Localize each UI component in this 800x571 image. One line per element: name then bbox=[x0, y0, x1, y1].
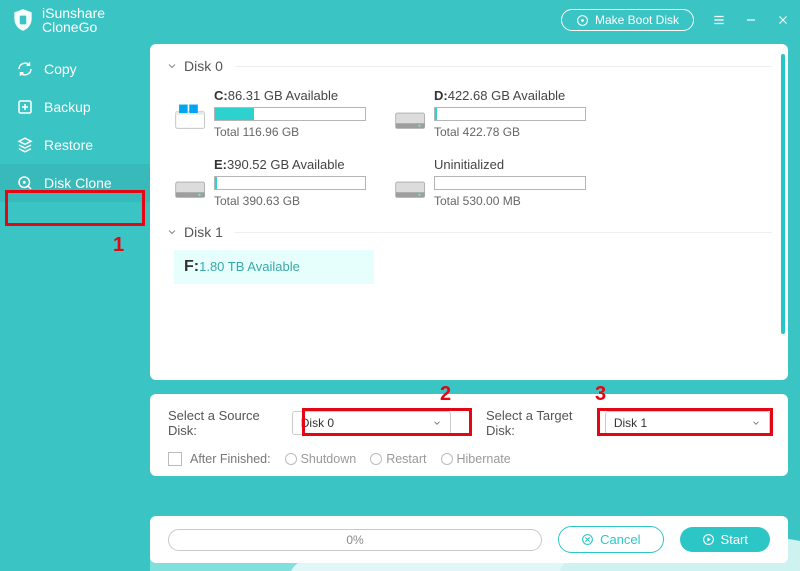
disk1-header[interactable]: Disk 1 bbox=[166, 220, 772, 244]
sidebar-item-restore[interactable]: Restore bbox=[0, 126, 150, 164]
radio-hibernate[interactable]: Hibernate bbox=[441, 452, 511, 466]
source-disk-value: Disk 0 bbox=[301, 416, 334, 430]
partition-d[interactable]: D:422.68 GB Available Total 422.78 GB bbox=[394, 88, 586, 139]
cancel-button[interactable]: Cancel bbox=[558, 526, 663, 553]
part-d-avail: 422.68 GB Available bbox=[448, 88, 566, 103]
target-disk-dropdown[interactable]: Disk 1 bbox=[605, 411, 770, 435]
part-f-letter: F: bbox=[184, 258, 199, 275]
menu-icon[interactable] bbox=[712, 13, 726, 27]
app-logo: iSunshare CloneGo bbox=[10, 6, 105, 34]
part-f-avail: 1.80 TB Available bbox=[199, 259, 300, 274]
part-c-avail: 86.31 GB Available bbox=[228, 88, 338, 103]
partition-c[interactable]: C:86.31 GB Available Total 116.96 GB bbox=[174, 88, 366, 139]
disk0-label: Disk 0 bbox=[184, 58, 223, 74]
close-icon[interactable] bbox=[776, 13, 790, 27]
disk1-label: Disk 1 bbox=[184, 224, 223, 240]
part-uninit-total: Total 530.00 MB bbox=[434, 194, 586, 208]
partition-f[interactable]: F:1.80 TB Available bbox=[174, 250, 374, 284]
sidebar-item-disk-clone[interactable]: Disk Clone bbox=[0, 164, 150, 202]
progress-text: 0% bbox=[346, 533, 363, 547]
disk0-partitions: C:86.31 GB Available Total 116.96 GB D:4… bbox=[174, 88, 772, 208]
part-d-letter: D: bbox=[434, 88, 448, 103]
chevron-down-icon bbox=[166, 60, 178, 72]
hdd-icon bbox=[394, 173, 428, 203]
hdd-icon bbox=[174, 173, 208, 203]
part-uninit-name: Uninitialized bbox=[434, 157, 504, 172]
make-boot-disk-button[interactable]: Make Boot Disk bbox=[561, 9, 694, 31]
windows-drive-icon bbox=[174, 104, 208, 134]
start-button[interactable]: Start bbox=[680, 527, 770, 552]
disk-list-panel: Disk 0 C:86.31 GB Available Total 116.96… bbox=[150, 44, 788, 380]
disc-icon bbox=[576, 14, 589, 27]
sidebar-label-disk-clone: Disk Clone bbox=[44, 175, 112, 191]
target-label: Select a Target Disk: bbox=[486, 408, 597, 438]
radio-restart[interactable]: Restart bbox=[370, 452, 426, 466]
action-panel: 0% Cancel Start bbox=[150, 516, 788, 563]
radio-shutdown-label: Shutdown bbox=[301, 452, 357, 466]
title-bar: iSunshare CloneGo Make Boot Disk bbox=[0, 0, 800, 40]
sidebar-label-backup: Backup bbox=[44, 99, 91, 115]
partition-uninitialized[interactable]: Uninitialized Total 530.00 MB bbox=[394, 157, 586, 208]
chevron-down-icon bbox=[751, 418, 761, 428]
part-e-letter: E: bbox=[214, 157, 227, 172]
play-icon bbox=[702, 533, 715, 546]
after-finished-label: After Finished: bbox=[190, 452, 271, 466]
part-c-letter: C: bbox=[214, 88, 228, 103]
source-label: Select a Source Disk: bbox=[168, 408, 284, 438]
part-e-bar bbox=[214, 176, 366, 190]
disk0-header[interactable]: Disk 0 bbox=[166, 54, 772, 78]
refresh-icon bbox=[16, 60, 34, 78]
cancel-label: Cancel bbox=[600, 532, 640, 547]
sidebar-item-copy[interactable]: Copy bbox=[0, 50, 150, 88]
part-e-avail: 390.52 GB Available bbox=[227, 157, 345, 172]
sidebar-item-backup[interactable]: Backup bbox=[0, 88, 150, 126]
make-boot-disk-label: Make Boot Disk bbox=[595, 13, 679, 27]
partition-e[interactable]: E:390.52 GB Available Total 390.63 GB bbox=[174, 157, 366, 208]
part-d-bar bbox=[434, 107, 586, 121]
sidebar: Copy Backup Restore Disk Clone bbox=[0, 40, 150, 571]
minimize-icon[interactable] bbox=[744, 13, 758, 27]
chevron-down-icon bbox=[432, 418, 442, 428]
part-c-total: Total 116.96 GB bbox=[214, 125, 366, 139]
target-disk-value: Disk 1 bbox=[614, 416, 647, 430]
scrollbar[interactable] bbox=[781, 54, 785, 334]
hdd-icon bbox=[394, 104, 428, 134]
sidebar-label-copy: Copy bbox=[44, 61, 77, 77]
sidebar-label-restore: Restore bbox=[44, 137, 93, 153]
radio-restart-label: Restart bbox=[386, 452, 426, 466]
app-name-2: CloneGo bbox=[42, 20, 105, 34]
part-c-bar bbox=[214, 107, 366, 121]
radio-shutdown[interactable]: Shutdown bbox=[285, 452, 357, 466]
after-finished-checkbox[interactable] bbox=[168, 452, 182, 466]
progress-bar: 0% bbox=[168, 529, 542, 551]
disk-search-icon bbox=[16, 174, 34, 192]
stack-icon bbox=[16, 136, 34, 154]
shield-icon bbox=[10, 7, 36, 33]
source-disk-dropdown[interactable]: Disk 0 bbox=[292, 411, 452, 435]
plus-box-icon bbox=[16, 98, 34, 116]
app-name-1: iSunshare bbox=[42, 6, 105, 20]
chevron-down-icon bbox=[166, 226, 178, 238]
cancel-icon bbox=[581, 533, 594, 546]
selector-panel: Select a Source Disk: Disk 0 Select a Ta… bbox=[150, 394, 788, 476]
part-e-total: Total 390.63 GB bbox=[214, 194, 366, 208]
part-d-total: Total 422.78 GB bbox=[434, 125, 586, 139]
radio-hibernate-label: Hibernate bbox=[457, 452, 511, 466]
start-label: Start bbox=[721, 532, 748, 547]
part-uninit-bar bbox=[434, 176, 586, 190]
